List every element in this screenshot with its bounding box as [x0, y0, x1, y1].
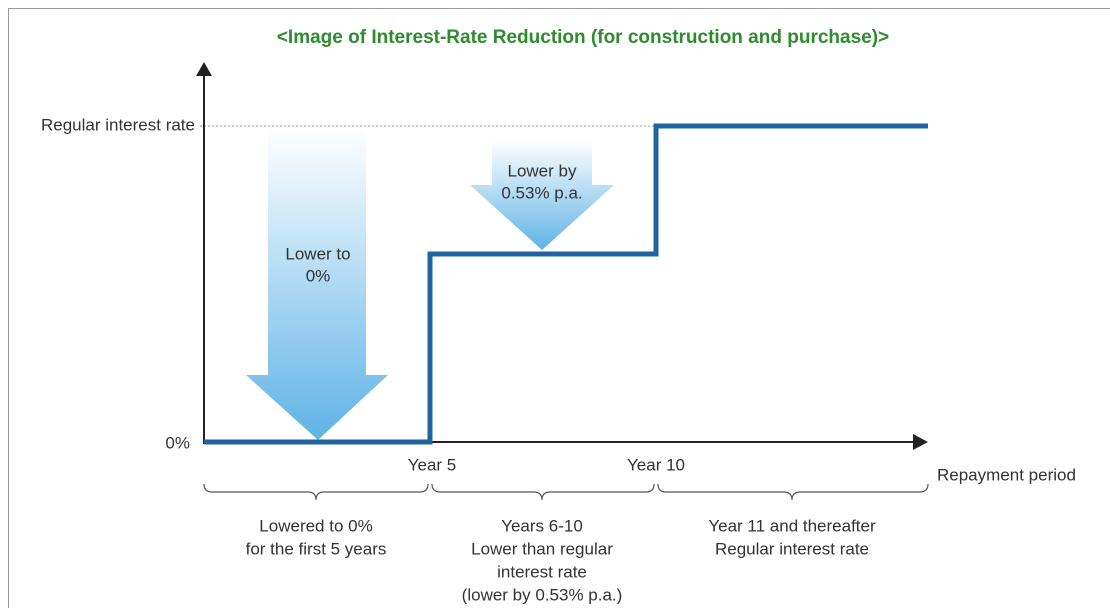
arrow-label: Lower to: [285, 244, 350, 263]
x-arrowhead: [913, 434, 928, 450]
y-label-top: Regular interest rate: [41, 115, 195, 134]
period-label: Years 6-10: [501, 516, 583, 535]
arrow-label: 0.53% p.a.: [501, 183, 582, 202]
period-label: Lower than regular: [471, 539, 613, 558]
period-label: Year 11 and thereafter: [708, 516, 876, 535]
y-arrowhead: [196, 62, 212, 76]
y-label-bottom: 0%: [165, 433, 190, 452]
arrow-label: Lower by: [508, 161, 577, 180]
period-label: Regular interest rate: [715, 539, 869, 558]
period-label: (lower by 0.53% p.a.): [462, 585, 623, 604]
braces: [204, 484, 928, 500]
period-label: for the first 5 years: [246, 539, 387, 558]
title: <Image of Interest-Rate Reduction (for c…: [277, 27, 889, 48]
period-label: Lowered to 0%: [259, 516, 372, 535]
x-label: Repayment period: [937, 465, 1076, 484]
period-label: interest rate: [497, 562, 587, 581]
arrow-label: 0%: [306, 266, 331, 285]
x-mark: Year 10: [627, 455, 685, 474]
x-mark: Year 5: [408, 455, 457, 474]
